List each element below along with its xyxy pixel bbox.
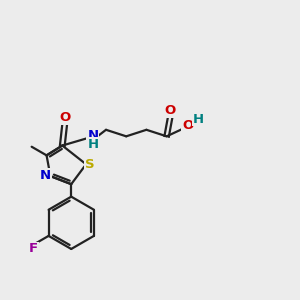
Text: O: O — [59, 111, 70, 124]
Text: F: F — [28, 242, 38, 256]
Text: O: O — [165, 104, 176, 117]
Text: H: H — [87, 138, 98, 151]
Text: N: N — [87, 129, 98, 142]
Text: O: O — [182, 119, 194, 132]
Text: N: N — [40, 169, 51, 182]
Text: H: H — [192, 112, 203, 126]
Text: S: S — [85, 158, 94, 171]
